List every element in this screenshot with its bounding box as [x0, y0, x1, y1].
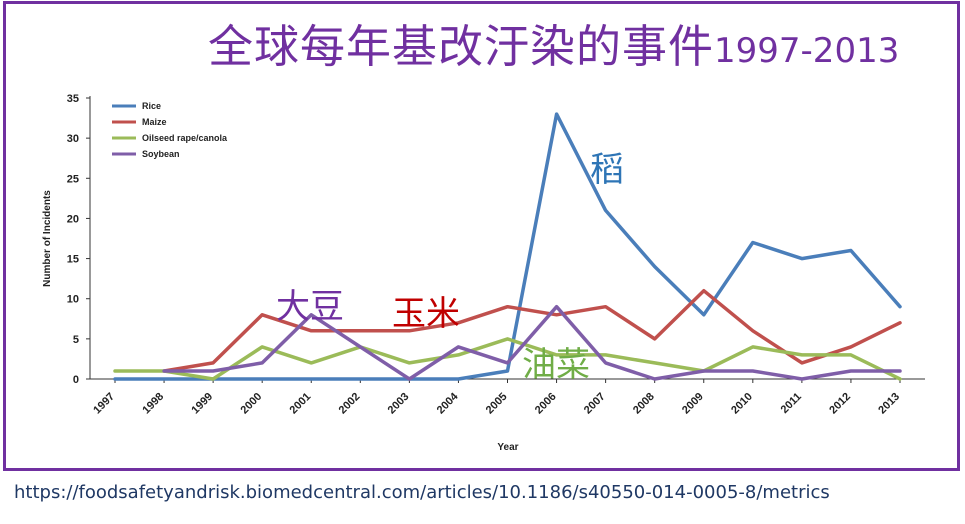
x-tick-label-2005: 2005: [484, 391, 510, 417]
annotation-soybean: 大豆: [276, 287, 344, 327]
series-line-soybean: [162, 304, 902, 381]
x-tick-label-2001: 2001: [288, 391, 314, 417]
annotation-rice: 稻: [590, 150, 624, 190]
y-tick-label-15: 15: [67, 254, 79, 266]
x-tick-label-2000: 2000: [239, 391, 265, 417]
x-tick-label-2011: 2011: [779, 391, 804, 416]
annotation-oilseed: 油菜: [522, 345, 590, 385]
y-axis-title: Number of Incidents: [42, 190, 53, 287]
x-tick-label-1998: 1998: [140, 391, 166, 417]
slide-frame: [3, 1, 960, 471]
series-line-maize: [162, 288, 902, 373]
x-tick-label-1999: 1999: [189, 391, 215, 417]
source-url[interactable]: https://foodsafetyandrisk.biomedcentral.…: [14, 482, 830, 503]
title-main: 全球每年基改汙染的事件: [208, 20, 715, 73]
x-tick-label-2003: 2003: [386, 391, 412, 417]
chart-title: 全球每年基改汙染的事件1997-2013: [208, 10, 899, 75]
x-tick-label-2013: 2013: [876, 391, 902, 417]
title-years: 1997-2013: [714, 31, 900, 71]
x-tick-label-1997: 1997: [91, 391, 117, 417]
x-tick-label-2012: 2012: [827, 391, 853, 417]
x-tick-label-2002: 2002: [337, 391, 363, 417]
annotation-maize: 玉米: [392, 294, 460, 334]
series-line-oilseed-rape-canola: [113, 337, 902, 381]
y-tick-label-25: 25: [67, 173, 79, 185]
y-tick-label-20: 20: [67, 213, 79, 225]
x-tick-label-2009: 2009: [680, 391, 706, 417]
x-tick-label-2008: 2008: [631, 391, 657, 417]
y-tick-label-5: 5: [73, 334, 79, 346]
y-tick-label-0: 0: [73, 374, 79, 386]
x-tick-label-2007: 2007: [582, 391, 608, 417]
y-tick-label-10: 10: [67, 294, 79, 306]
legend-label-rice: Rice: [142, 101, 161, 111]
x-tick-label-2010: 2010: [729, 391, 755, 417]
y-tick-label-30: 30: [67, 133, 79, 145]
x-axis-title: Year: [497, 442, 518, 453]
x-tick-label-2006: 2006: [533, 391, 559, 417]
x-tick-label-2004: 2004: [435, 390, 461, 416]
y-tick-label-35: 35: [67, 93, 79, 105]
legend-label-soybean: Soybean: [142, 149, 180, 159]
legend-label-oilseed-rape-canola: Oilseed rape/canola: [142, 133, 228, 143]
legend-label-maize: Maize: [142, 117, 167, 127]
series-line-rice: [113, 112, 902, 381]
